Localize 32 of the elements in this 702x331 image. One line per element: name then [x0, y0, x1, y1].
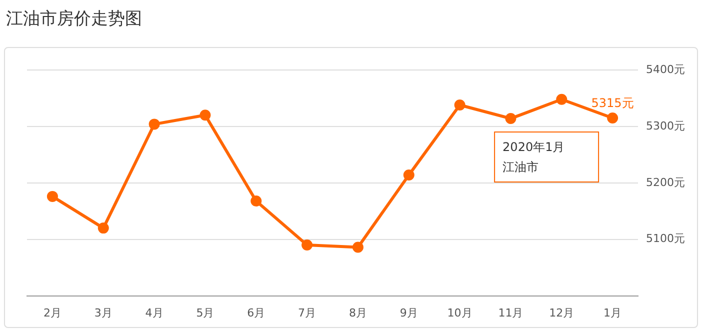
x-tick-label: 3月 [94, 306, 112, 320]
x-tick-label: 12月 [549, 306, 574, 320]
point [454, 100, 466, 110]
x-tick-label: 11月 [498, 306, 524, 320]
text: 江油市 [502, 160, 539, 174]
x-tick-label: 1月 [604, 306, 622, 320]
x-tick-label: 7月 [298, 306, 316, 320]
point [46, 190, 58, 202]
x-tick-label: 4月 [145, 306, 164, 320]
x-tick-label: 2月 [43, 306, 62, 320]
y-tick-label: 5400元 [646, 62, 686, 76]
x-tick-label: 8月 [348, 306, 367, 320]
point [98, 222, 109, 234]
x-tick-label: 9月 [400, 306, 418, 320]
point [148, 118, 160, 130]
point [505, 113, 516, 124]
data-label: 5315元 [591, 96, 634, 110]
point [403, 169, 414, 180]
y-tick-label: 5100元 [646, 232, 686, 246]
point [556, 94, 568, 105]
chart-title: 江油市房价走势图 [6, 8, 142, 30]
x-tick-label: 6月 [247, 306, 266, 320]
y-tick-label: 5300元 [646, 119, 686, 132]
point [352, 242, 364, 253]
y-tick-label: 5200元 [646, 176, 686, 189]
x-tick-label: 5月 [196, 306, 214, 320]
x-tick-label: 10月 [447, 306, 472, 320]
point [250, 195, 262, 206]
point [200, 110, 211, 121]
point [607, 112, 618, 124]
annotation: 2020年1月 [502, 140, 565, 154]
point [302, 239, 313, 250]
